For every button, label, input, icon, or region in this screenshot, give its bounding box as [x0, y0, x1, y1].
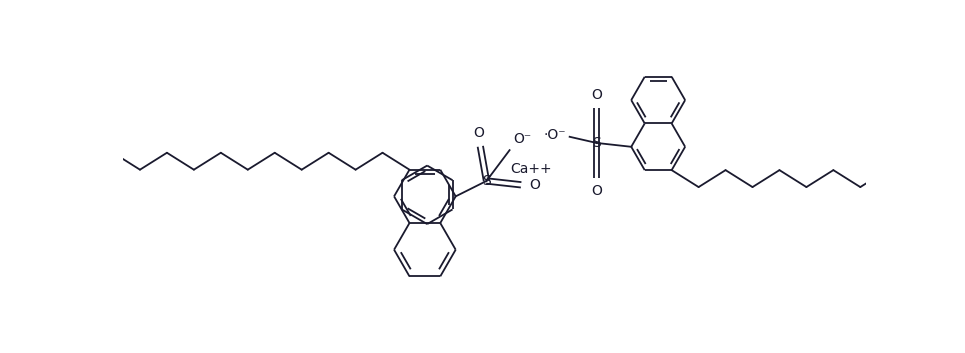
Text: O: O — [529, 178, 539, 192]
Text: Ca++: Ca++ — [510, 162, 552, 176]
Text: S: S — [593, 136, 601, 150]
Text: O: O — [592, 184, 602, 198]
Text: O: O — [592, 88, 602, 102]
Text: O: O — [474, 126, 484, 140]
Text: S: S — [482, 174, 491, 188]
Text: O⁻: O⁻ — [513, 132, 532, 146]
Text: ·O⁻: ·O⁻ — [543, 128, 565, 142]
